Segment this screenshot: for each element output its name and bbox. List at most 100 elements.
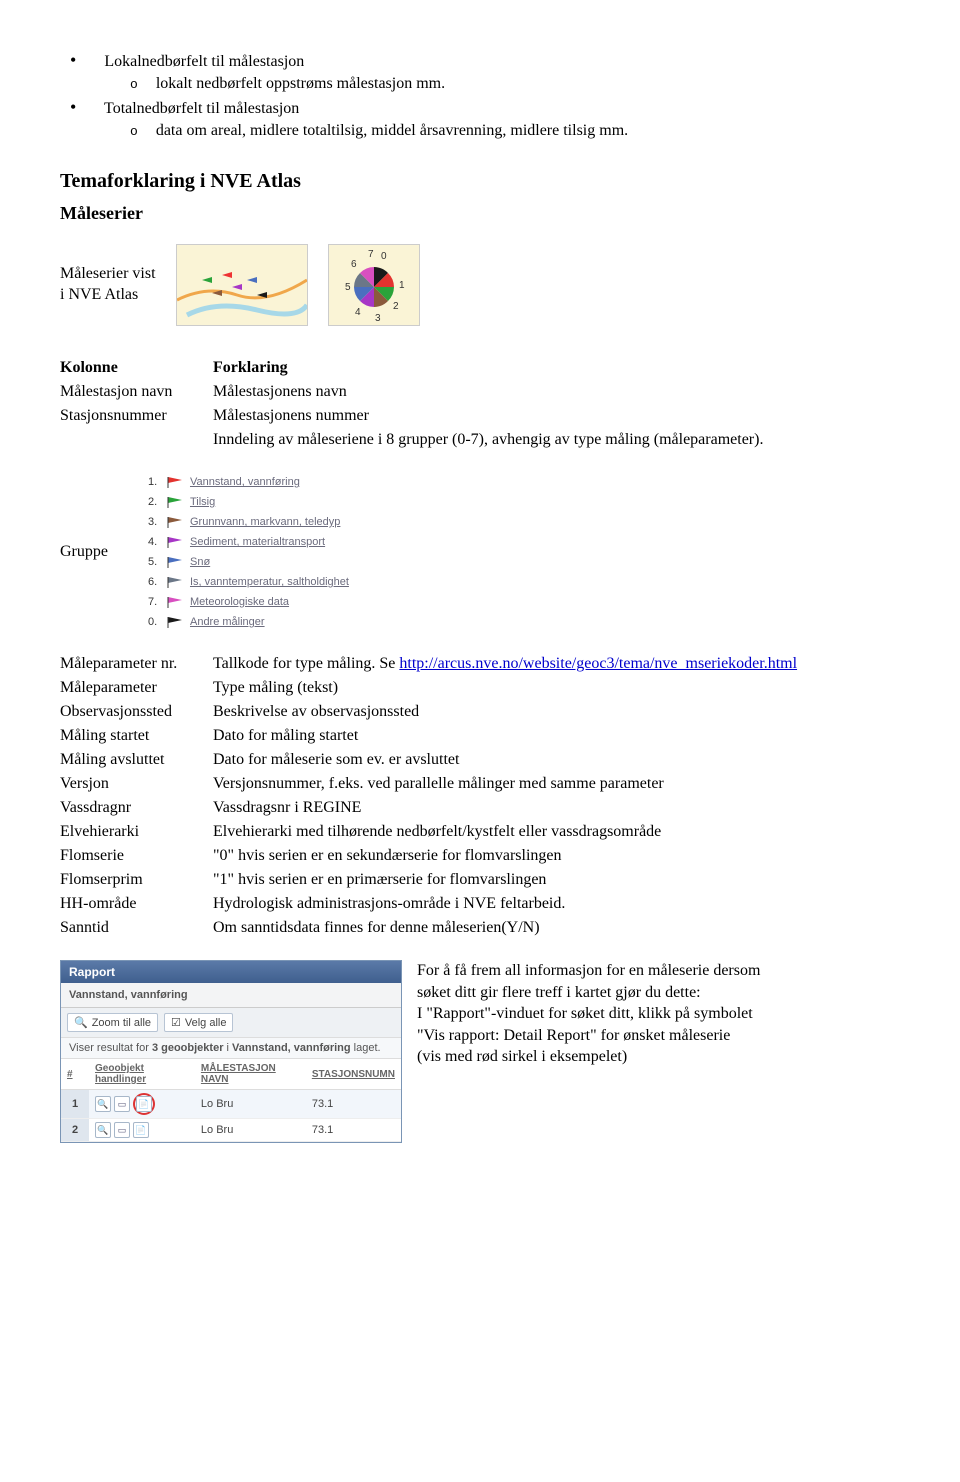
button-label: Velg alle — [185, 1017, 227, 1029]
row-number: 1 — [61, 1090, 89, 1119]
row-number: 2 — [61, 1119, 89, 1142]
bullet-lokalnedborfelt: Lokalnedbørfelt til målestasjon lokalt n… — [100, 50, 900, 93]
row-actions: 🔍 ▭ 📄 — [95, 1122, 189, 1138]
status-count: 3 geoobjekter — [152, 1042, 224, 1054]
gruppe-row: Gruppe 1.Vannstand, vannføring2.Tilsig3.… — [60, 472, 900, 632]
cell-navn: Lo Bru — [195, 1090, 306, 1119]
rapport-tab[interactable]: Vannstand, vannføring — [61, 983, 401, 1008]
legend-flag-icon — [166, 575, 190, 589]
bottom-row: Rapport Vannstand, vannføring 🔍 Zoom til… — [60, 960, 900, 1143]
row-val: Om sanntidsdata finnes for denne måleser… — [213, 916, 900, 940]
definition-table-1: Kolonne Forklaring Målestasjon navn Måle… — [60, 356, 900, 452]
legend-row: 0. Andre målinger — [148, 612, 349, 632]
thumbnails-row: Måleserier vist i NVE Atlas — [60, 244, 900, 326]
legend-row: 2.Tilsig — [148, 492, 349, 512]
select-icon[interactable]: ▭ — [114, 1122, 130, 1138]
legend-number: 3. — [148, 516, 166, 528]
col-hash[interactable]: # — [61, 1059, 89, 1090]
col-stasjonsnum[interactable]: STASJONSNUMN — [306, 1059, 401, 1090]
definition-row: Måleparameter nr.Tallkode for type målin… — [60, 652, 900, 676]
svg-text:2: 2 — [393, 301, 399, 312]
detail-report-icon[interactable]: 📄 — [136, 1096, 152, 1112]
svg-text:0: 0 — [381, 251, 387, 262]
select-icon: ☑ — [171, 1016, 181, 1029]
definition-row: SanntidOm sanntidsdata finnes for denne … — [60, 916, 900, 940]
zoom-icon[interactable]: 🔍 — [95, 1122, 111, 1138]
row-key: Stasjonsnummer — [60, 404, 213, 428]
text-line: søket ditt gir flere treff i kartet gjør… — [417, 984, 701, 1001]
cell-stat: 73.1 — [306, 1090, 401, 1119]
legend-label[interactable]: Meteorologiske data — [190, 596, 289, 608]
zoom-icon[interactable]: 🔍 — [95, 1096, 111, 1112]
legend-flag-icon — [166, 615, 190, 629]
row-key: Sanntid — [60, 916, 213, 940]
legend-row: 4.Sediment, materialtransport — [148, 532, 349, 552]
row-val: Målestasjonens nummer — [213, 404, 900, 428]
legend-label[interactable]: Snø — [190, 556, 210, 568]
magnifier-icon: 🔍 — [74, 1016, 88, 1029]
legend-number: 0. — [148, 616, 166, 628]
bullet-text: Lokalnedbørfelt til målestasjon — [104, 53, 304, 70]
legend-flag-icon — [166, 555, 190, 569]
button-label: Zoom til alle — [92, 1017, 151, 1029]
gruppe-label: Gruppe — [60, 543, 108, 561]
legend-row: 5. Snø — [148, 552, 349, 572]
legend-number: 7. — [148, 596, 166, 608]
text-line: For å få frem all informasjon for en mål… — [417, 962, 760, 979]
row-inndeling: Inndeling av måleseriene i 8 grupper (0-… — [213, 428, 900, 452]
col-header-kolonne: Kolonne — [60, 356, 213, 380]
label-line: i NVE Atlas — [60, 286, 138, 303]
row-key: Vassdragnr — [60, 796, 213, 820]
row-val: Dato for måling startet — [213, 724, 900, 748]
legend-label[interactable]: Tilsig — [190, 496, 215, 508]
select-icon[interactable]: ▭ — [114, 1096, 130, 1112]
definition-row: Måling avsluttetDato for måleserie som e… — [60, 748, 900, 772]
legend-row: 3. Grunnvann, markvann, teledyp — [148, 512, 349, 532]
col-malestasjon-navn[interactable]: MÅLESTASJON NAVN — [195, 1059, 306, 1090]
row-key: Måleparameter nr. — [60, 652, 213, 676]
svg-text:5: 5 — [345, 282, 351, 293]
table-row: 2 🔍 ▭ 📄 Lo Bru 73.1 — [61, 1119, 401, 1142]
text-line: "Vis rapport: Detail Report" for ønsket … — [417, 1027, 730, 1044]
row-val: Hydrologisk administrasjons-område i NVE… — [213, 892, 900, 916]
legend-label[interactable]: Vannstand, vannføring — [190, 476, 300, 488]
svg-text:3: 3 — [375, 313, 381, 324]
status-text: laget. — [351, 1042, 381, 1054]
legend-label[interactable]: Grunnvann, markvann, teledyp — [190, 516, 340, 528]
row-val: Versjonsnummer, f.eks. ved parallelle må… — [213, 772, 900, 796]
svg-text:7: 7 — [368, 249, 374, 260]
rapport-status: Viser resultat for 3 geoobjekter i Vanns… — [61, 1038, 401, 1059]
legend-number: 6. — [148, 576, 166, 588]
pie-thumbnail: 7 0 1 2 3 4 5 6 — [328, 244, 420, 326]
map-thumbnail — [176, 244, 308, 326]
definition-row: Flomserie"0" hvis serien er en sekundærs… — [60, 844, 900, 868]
col-handlinger[interactable]: Geoobjekt handlinger — [89, 1059, 195, 1090]
zoom-all-button[interactable]: 🔍 Zoom til alle — [67, 1013, 158, 1032]
detail-report-icon[interactable]: 📄 — [133, 1122, 149, 1138]
legend-label[interactable]: Sediment, materialtransport — [190, 536, 325, 548]
col-header-forklaring: Forklaring — [213, 356, 900, 380]
rapport-panel: Rapport Vannstand, vannføring 🔍 Zoom til… — [60, 960, 402, 1143]
legend-label[interactable]: Is, vanntemperatur, saltholdighet — [190, 576, 349, 588]
row-val: Beskrivelse av observasjonssted — [213, 700, 900, 724]
cell-stat: 73.1 — [306, 1119, 401, 1142]
external-link[interactable]: http://arcus.nve.no/website/geoc3/tema/n… — [399, 655, 797, 672]
subsection-title: Måleserier — [60, 203, 900, 224]
legend-flag-icon — [166, 535, 190, 549]
definition-row: HH-områdeHydrologisk administrasjons-omr… — [60, 892, 900, 916]
cell-navn: Lo Bru — [195, 1119, 306, 1142]
legend-number: 5. — [148, 556, 166, 568]
row-key: Elvehierarki — [60, 820, 213, 844]
text-line: I "Rapport"-vinduet for søket ditt, klik… — [417, 1005, 753, 1022]
select-all-button[interactable]: ☑ Velg alle — [164, 1013, 233, 1032]
legend-label[interactable]: Andre målinger — [190, 616, 265, 628]
definition-row: MåleparameterType måling (tekst) — [60, 676, 900, 700]
row-key: Versjon — [60, 772, 213, 796]
status-text: Viser resultat for — [69, 1042, 152, 1054]
row-val: Tallkode for type måling. Se http://arcu… — [213, 652, 900, 676]
legend-flag-icon — [166, 595, 190, 609]
section-title: Temaforklaring i NVE Atlas — [60, 170, 900, 193]
rapport-result-table: # Geoobjekt handlinger MÅLESTASJON NAVN … — [61, 1059, 401, 1142]
legend-row: 6. Is, vanntemperatur, saltholdighet — [148, 572, 349, 592]
definition-row: Måling startetDato for måling startet — [60, 724, 900, 748]
